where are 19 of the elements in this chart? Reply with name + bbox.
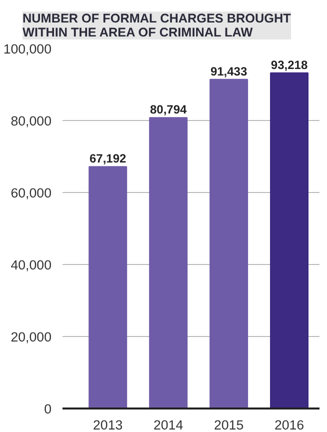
x-tick-label: 2013: [93, 418, 123, 432]
x-tick-label: 2014: [154, 418, 184, 432]
y-tick-label: 40,000: [10, 258, 52, 272]
data-label: 91,433: [210, 64, 248, 78]
y-tick-label: 100,000: [3, 42, 52, 56]
y-tick-label: 20,000: [10, 330, 52, 344]
x-tick-label: 2016: [274, 418, 304, 432]
y-tick-label: 0: [44, 402, 52, 416]
y-tick-label: 60,000: [10, 186, 52, 200]
bar: [88, 166, 128, 408]
y-tick-label: 80,000: [10, 114, 52, 128]
x-tick-label: 2015: [214, 418, 244, 432]
data-label: 67,192: [90, 152, 127, 166]
data-label: 93,218: [270, 58, 308, 72]
data-label: 80,794: [150, 102, 187, 117]
chart-title: NUMBER OF FORMAL CHARGES BROUGHT WITHIN THE AREA OF CRIMINAL LAW: [22, 12, 292, 40]
bar: [149, 117, 188, 408]
bar: [270, 72, 309, 408]
bar: [210, 78, 248, 408]
